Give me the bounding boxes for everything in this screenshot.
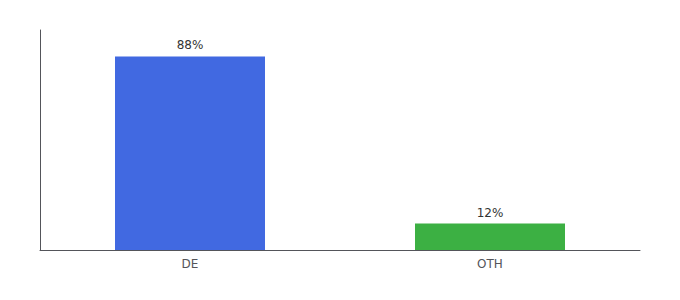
svg-text:88%: 88%: [177, 38, 204, 52]
svg-text:12%: 12%: [477, 206, 504, 220]
svg-text:OTH: OTH: [477, 257, 503, 271]
svg-text:DE: DE: [182, 257, 199, 271]
